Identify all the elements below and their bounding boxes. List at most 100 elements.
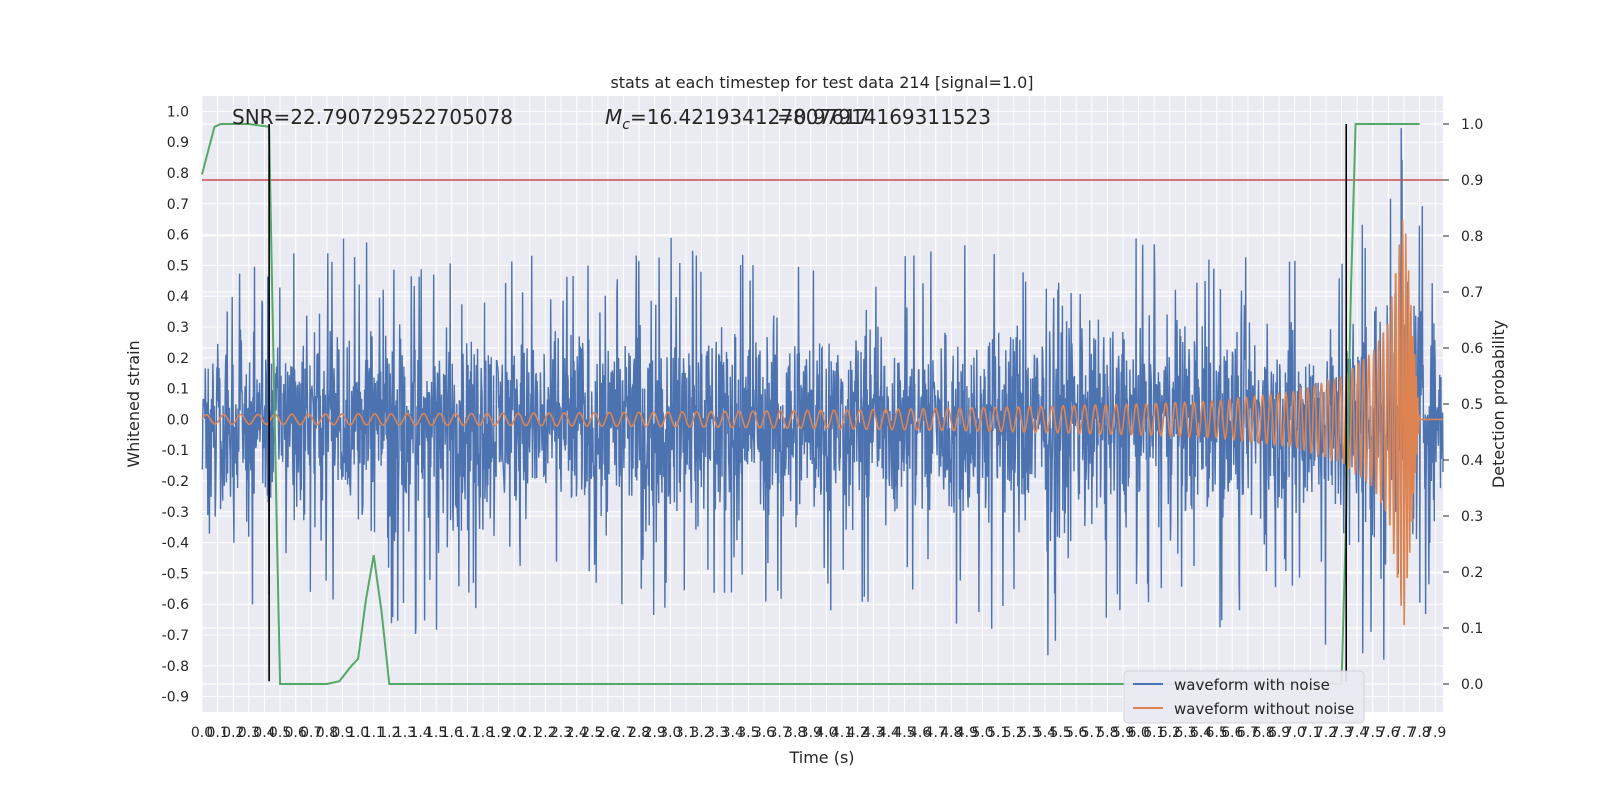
- x-tick-label: 6.3: [1174, 725, 1196, 741]
- x-tick-label: 7.4: [1346, 725, 1368, 741]
- y-tick-label-left: 0.3: [167, 320, 189, 336]
- snr-annotation: SNR=22.790729522705078: [232, 105, 513, 129]
- x-tick-label: 6.8: [1252, 725, 1274, 741]
- x-tick-label: 2.5: [581, 725, 603, 741]
- x-tick-label: 1.7: [456, 725, 478, 741]
- y-tick-labels-right: 1.0 0.9 0.8 0.7 0.6 0.5 0.4 0.3 0.2 0.1 0.0: [1443, 117, 1483, 693]
- x-tick-label: 4.8: [940, 725, 962, 741]
- x-tick-label: 2.7: [612, 725, 634, 741]
- legend-label-noise: waveform with noise: [1174, 676, 1330, 694]
- x-tick-label: 6.1: [1143, 725, 1165, 741]
- x-tick-label: 1.6: [441, 725, 463, 741]
- x-tick-label: 2.8: [628, 725, 650, 741]
- x-tick-label: 3.2: [690, 725, 712, 741]
- y-tick-label-left: 0.8: [167, 166, 189, 182]
- x-tick-label: 1.0: [347, 725, 369, 741]
- x-tick-label: 6.4: [1190, 725, 1212, 741]
- x-tick-label: 5.3: [1018, 725, 1040, 741]
- x-tick-label: 4.4: [878, 725, 900, 741]
- y-tick-label-left: 0.1: [167, 382, 189, 398]
- y-tick-label-left: -0.2: [162, 474, 189, 490]
- x-tick-label: 1.4: [409, 725, 431, 741]
- x-tick-label: 7.0: [1284, 725, 1306, 741]
- y-tick-label-right: 0.4: [1461, 453, 1483, 469]
- y-tick-label-left: 0.2: [167, 351, 189, 367]
- y-axis-label-right: Detection probability: [1489, 320, 1508, 488]
- y-tick-label-right: 0.9: [1461, 173, 1483, 189]
- x-tick-label: 7.5: [1362, 725, 1384, 741]
- y-tick-label-right: 0.6: [1461, 341, 1483, 357]
- x-tick-label: 6.7: [1237, 725, 1259, 741]
- y-tick-label-left: 0.5: [167, 258, 189, 274]
- x-axis-label: Time (s): [788, 748, 854, 767]
- x-tick-label: 1.3: [394, 725, 416, 741]
- y-tick-label-left: -0.4: [162, 536, 189, 552]
- x-tick-label: 3.0: [659, 725, 681, 741]
- x-tick-label: 0.6: [285, 725, 307, 741]
- legend-box: [1123, 670, 1365, 724]
- y-tick-label-right: 0.1: [1461, 621, 1483, 637]
- x-tick-label: 6.5: [1206, 725, 1228, 741]
- y-tick-label-left: 0.7: [167, 197, 189, 213]
- overlay-lines: [201, 123, 1443, 685]
- x-tick-label: 5.8: [1096, 725, 1118, 741]
- x-tick-label: 5.2: [1003, 725, 1025, 741]
- x-tick-label: 7.2: [1315, 725, 1337, 741]
- y-tick-label-right: 0.5: [1461, 397, 1483, 413]
- y-tick-label-left: -0.3: [162, 505, 189, 521]
- y-tick-label-right: 0.3: [1461, 509, 1483, 525]
- x-tick-label: 4.5: [893, 725, 915, 741]
- x-tick-label: 0.9: [331, 725, 353, 741]
- x-tick-label: 7.1: [1299, 725, 1321, 741]
- x-tick-label: 2.2: [534, 725, 556, 741]
- mass-ratio-annotation: =0.97914169311523: [777, 105, 991, 129]
- x-tick-label: 0.2: [222, 725, 244, 741]
- y-tick-label-right: 0.8: [1461, 229, 1483, 245]
- x-tick-label: 0.3: [238, 725, 260, 741]
- x-tick-label: 3.9: [800, 725, 822, 741]
- x-tick-label: 4.3: [862, 725, 884, 741]
- x-tick-label: 5.7: [1081, 725, 1103, 741]
- x-tick-label: 4.0: [815, 725, 837, 741]
- x-tick-label: 3.1: [675, 725, 697, 741]
- x-tick-label: 2.9: [644, 725, 666, 741]
- x-tick-label: 3.6: [753, 725, 775, 741]
- x-tick-label: 4.2: [846, 725, 868, 741]
- y-tick-label-left: -0.9: [162, 690, 189, 706]
- x-tick-label: 0.4: [253, 725, 275, 741]
- x-tick-label: 2.0: [503, 725, 525, 741]
- x-tick-label: 1.5: [425, 725, 447, 741]
- y-tick-label-left: 0.0: [167, 412, 189, 428]
- x-tick-label: 1.1: [363, 725, 385, 741]
- detection-probability-line: [201, 123, 1420, 685]
- x-tick-label: 3.4: [722, 725, 744, 741]
- legend-label-clean: waveform without noise: [1174, 700, 1354, 718]
- y-tick-labels-left: 1.0 0.9 0.8 0.7 0.6 0.5 0.4 0.3 0.2 0.1 0.0 -0.1 -0.…: [162, 104, 189, 705]
- x-tick-label: 0.1: [206, 725, 228, 741]
- x-tick-label: 5.6: [1065, 725, 1087, 741]
- chirp-mass-annotation: Mc=16.421934127807617: [605, 105, 869, 133]
- x-tick-label: 2.1: [519, 725, 541, 741]
- x-tick-label: 1.9: [487, 725, 509, 741]
- y-tick-label-left: 0.9: [167, 135, 189, 151]
- x-tick-label: 0.0: [191, 725, 213, 741]
- x-tick-label: 0.8: [316, 725, 338, 741]
- x-tick-label: 6.0: [1127, 725, 1149, 741]
- x-tick-label: 4.7: [925, 725, 947, 741]
- x-tick-label: 3.5: [737, 725, 759, 741]
- legend: waveform with noise waveform without noi…: [1123, 670, 1365, 724]
- x-tick-label: 0.7: [300, 725, 322, 741]
- x-tick-label: 2.6: [597, 725, 619, 741]
- x-tick-label: 4.9: [956, 725, 978, 741]
- y-tick-label-left: -0.1: [162, 443, 189, 459]
- x-tick-label: 5.1: [987, 725, 1009, 741]
- x-tick-label: 4.1: [831, 725, 853, 741]
- x-tick-label: 0.5: [269, 725, 291, 741]
- x-tick-label: 6.2: [1159, 725, 1181, 741]
- x-tick-label: 6.6: [1221, 725, 1243, 741]
- x-tick-label: 3.8: [784, 725, 806, 741]
- x-tick-label: 5.0: [971, 725, 993, 741]
- y-tick-label-right: 0.0: [1461, 677, 1483, 693]
- y-tick-label-left: 1.0: [167, 104, 189, 120]
